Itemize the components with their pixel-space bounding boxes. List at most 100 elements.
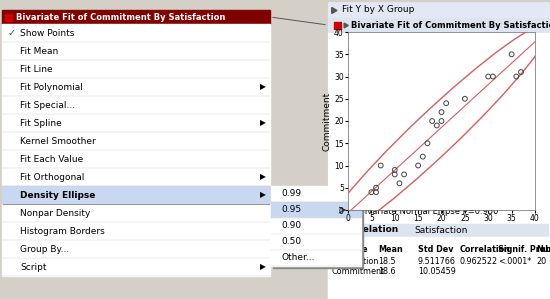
Bar <box>2 42 270 60</box>
Text: Correlation: Correlation <box>341 225 398 234</box>
Bar <box>334 22 341 29</box>
Text: Std Dev: Std Dev <box>418 245 454 254</box>
Point <box>419 154 427 159</box>
Text: Nonpar Density: Nonpar Density <box>20 208 90 217</box>
Text: Variable: Variable <box>331 245 368 254</box>
Text: Other...: Other... <box>281 254 315 263</box>
Bar <box>271 186 361 202</box>
Bar <box>271 218 361 234</box>
Point <box>376 163 385 168</box>
Bar <box>271 250 361 266</box>
Point <box>400 172 409 177</box>
Bar <box>332 208 340 214</box>
Text: Fit Y by X Group: Fit Y by X Group <box>342 5 414 14</box>
Text: Histogram Borders: Histogram Borders <box>20 227 104 236</box>
Text: 0.962522: 0.962522 <box>460 257 498 266</box>
Point <box>460 96 469 101</box>
Bar <box>2 10 270 24</box>
Bar <box>2 240 270 258</box>
Bar <box>2 150 270 168</box>
Bar <box>328 224 549 237</box>
Text: ✓: ✓ <box>8 28 16 38</box>
Text: 0.50: 0.50 <box>281 237 301 246</box>
Point <box>395 181 404 186</box>
Bar <box>2 222 270 240</box>
Text: ▶: ▶ <box>260 83 266 91</box>
Y-axis label: Commitment: Commitment <box>322 91 331 151</box>
Bar <box>273 188 363 268</box>
Text: Fit Polynomial: Fit Polynomial <box>20 83 83 91</box>
Bar <box>2 168 270 186</box>
Text: Mean: Mean <box>378 245 403 254</box>
Text: Fit Spline: Fit Spline <box>20 118 62 127</box>
Text: Correlation: Correlation <box>460 245 511 254</box>
Bar <box>2 60 270 78</box>
Bar <box>2 258 270 276</box>
Text: 0.90: 0.90 <box>281 222 301 231</box>
Bar <box>271 234 361 250</box>
X-axis label: Satisfaction: Satisfaction <box>415 226 468 235</box>
Point <box>432 123 441 128</box>
Text: Bivariate Fit of Commitment By Satisfaction: Bivariate Fit of Commitment By Satisfact… <box>16 13 225 22</box>
Bar <box>328 237 549 299</box>
Point <box>437 110 446 115</box>
Bar <box>2 186 270 204</box>
Point <box>507 52 516 57</box>
Bar <box>2 96 270 114</box>
Text: 20: 20 <box>536 257 546 266</box>
Point <box>428 119 437 123</box>
Point <box>390 172 399 177</box>
Bar <box>328 2 549 18</box>
Point <box>437 119 446 123</box>
Bar <box>271 186 361 266</box>
Text: ▶: ▶ <box>260 173 266 181</box>
Text: 9.511766: 9.511766 <box>418 257 456 266</box>
Point <box>484 74 493 79</box>
Text: Fit Orthogonal: Fit Orthogonal <box>20 173 84 181</box>
Bar <box>271 202 361 218</box>
Text: Bivariate Fit of Commitment By Satisfaction: Bivariate Fit of Commitment By Satisfact… <box>351 21 550 30</box>
Text: Density Ellipse: Density Ellipse <box>20 190 95 199</box>
Text: Script: Script <box>20 263 47 271</box>
Text: 10.05459: 10.05459 <box>418 268 456 277</box>
Text: Fit Each Value: Fit Each Value <box>20 155 83 164</box>
Bar <box>2 132 270 150</box>
Text: <.0001*: <.0001* <box>498 257 531 266</box>
Text: Kernel Smoother: Kernel Smoother <box>20 137 96 146</box>
Point <box>372 185 381 190</box>
Text: ▶: ▶ <box>260 190 266 199</box>
Point <box>423 141 432 146</box>
Bar <box>2 24 270 42</box>
Bar <box>328 18 549 32</box>
Point <box>488 74 497 79</box>
Text: — Bivariate Normal Ellipse P=0.950: — Bivariate Normal Ellipse P=0.950 <box>348 207 498 216</box>
Text: Fit Line: Fit Line <box>20 65 53 74</box>
Bar <box>2 78 270 96</box>
Point <box>516 70 525 74</box>
Point <box>372 190 381 195</box>
Bar <box>2 10 270 275</box>
Text: 0.95: 0.95 <box>281 205 301 214</box>
Text: 18.5: 18.5 <box>378 257 395 266</box>
Text: Satisfaction: Satisfaction <box>331 257 378 266</box>
Text: Fit Mean: Fit Mean <box>20 47 58 56</box>
Bar <box>328 204 549 218</box>
Point <box>367 190 376 195</box>
Text: Number: Number <box>536 245 550 254</box>
Bar <box>328 4 549 299</box>
Point <box>390 167 399 172</box>
Bar <box>5 14 12 21</box>
Text: Group By...: Group By... <box>20 245 69 254</box>
Bar <box>2 204 270 222</box>
Point <box>442 101 450 106</box>
Text: Fit Special...: Fit Special... <box>20 100 75 109</box>
Text: Show Points: Show Points <box>20 28 74 37</box>
Text: ▶: ▶ <box>260 118 266 127</box>
Text: 0.99: 0.99 <box>281 190 301 199</box>
Bar <box>2 114 270 132</box>
Text: Signif. Prob: Signif. Prob <box>498 245 550 254</box>
Text: ▶: ▶ <box>260 263 266 271</box>
Text: 18.6: 18.6 <box>378 268 395 277</box>
Point <box>414 163 422 168</box>
Point <box>512 74 521 79</box>
